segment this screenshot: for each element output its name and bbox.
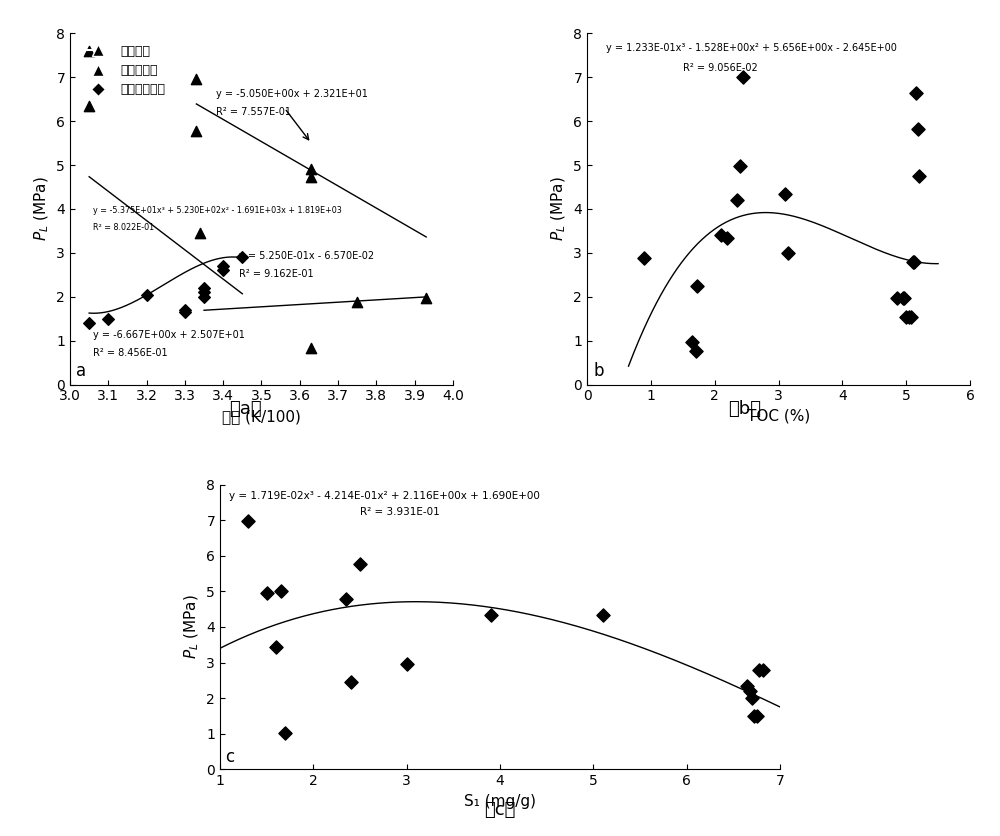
- Point: [777, 187, 793, 201]
- Legend: 松辽盆地, 渤海湾盆地, 鄂尔多斯盆地: 松辽盆地, 渤海湾盆地, 鄂尔多斯盆地: [80, 39, 170, 101]
- Point: [906, 255, 922, 268]
- Text: R² = 7.557E-01: R² = 7.557E-01: [216, 107, 291, 117]
- Point: [196, 281, 212, 294]
- Point: [889, 292, 905, 305]
- Text: R² = 9.056E-02: R² = 9.056E-02: [683, 63, 758, 73]
- Text: R² = 8.456E-01: R² = 8.456E-01: [93, 348, 168, 358]
- Point: [277, 726, 293, 739]
- Point: [749, 709, 765, 722]
- Point: [713, 229, 729, 242]
- Point: [303, 341, 319, 354]
- Point: [905, 255, 921, 268]
- Point: [689, 279, 705, 293]
- X-axis label: S₁ (mg/g): S₁ (mg/g): [464, 793, 536, 808]
- Text: R² = 3.931E-01: R² = 3.931E-01: [360, 507, 440, 517]
- Point: [901, 310, 917, 324]
- Point: [595, 608, 611, 621]
- Point: [343, 675, 359, 689]
- Text: R² = 9.162E-01: R² = 9.162E-01: [239, 269, 313, 279]
- X-axis label: TOC (%): TOC (%): [747, 409, 810, 424]
- Point: [240, 515, 256, 528]
- Text: y = 5.250E-01x - 6.570E-02: y = 5.250E-01x - 6.570E-02: [239, 252, 374, 262]
- Point: [895, 292, 911, 305]
- Point: [352, 557, 368, 570]
- Point: [729, 194, 745, 207]
- Point: [751, 664, 767, 677]
- Point: [911, 170, 927, 183]
- Point: [100, 312, 116, 325]
- Point: [744, 691, 760, 705]
- Point: [177, 305, 193, 319]
- Point: [303, 163, 319, 176]
- Text: y = 1.233E-01x³ - 1.528E+00x² + 5.656E+00x - 2.645E+00: y = 1.233E-01x³ - 1.528E+00x² + 5.656E+0…: [606, 43, 897, 53]
- Point: [742, 684, 758, 697]
- Point: [268, 640, 284, 654]
- Point: [746, 709, 762, 722]
- Point: [81, 316, 97, 329]
- Point: [81, 99, 97, 113]
- Point: [139, 288, 155, 301]
- Text: b: b: [593, 362, 604, 380]
- Point: [81, 44, 97, 58]
- Point: [903, 310, 919, 324]
- Point: [719, 231, 735, 244]
- Point: [688, 344, 704, 358]
- Point: [196, 286, 212, 299]
- Point: [732, 160, 748, 173]
- Point: [215, 264, 231, 278]
- Point: [735, 71, 751, 84]
- Point: [684, 335, 700, 349]
- Text: y = -6.667E+00x + 2.507E+01: y = -6.667E+00x + 2.507E+01: [93, 330, 245, 340]
- Point: [196, 290, 212, 303]
- Text: a: a: [76, 362, 86, 380]
- Text: R² = 8.022E-01: R² = 8.022E-01: [93, 223, 154, 232]
- Point: [303, 171, 319, 184]
- Text: y = -5.050E+00x + 2.321E+01: y = -5.050E+00x + 2.321E+01: [216, 89, 367, 99]
- Text: y = 1.719E-02x³ - 4.214E-01x² + 2.116E+00x + 1.690E+00: y = 1.719E-02x³ - 4.214E-01x² + 2.116E+0…: [229, 491, 540, 501]
- Point: [418, 292, 434, 305]
- Point: [910, 122, 926, 135]
- Point: [755, 664, 771, 677]
- Point: [780, 246, 796, 259]
- Text: y = -5.375E+01x³ + 5.230E+02x² - 1.691E+03x + 1.819E+03: y = -5.375E+01x³ + 5.230E+02x² - 1.691E+…: [93, 206, 342, 216]
- Point: [259, 586, 275, 599]
- Point: [898, 310, 914, 324]
- Y-axis label: $P_L$ (MPa): $P_L$ (MPa): [182, 594, 201, 660]
- Point: [739, 679, 755, 692]
- X-axis label: 温度 (K/100): 温度 (K/100): [222, 409, 301, 424]
- Point: [483, 608, 499, 621]
- Point: [234, 251, 250, 264]
- Y-axis label: $P_L$ (MPa): $P_L$ (MPa): [549, 176, 568, 242]
- Point: [215, 259, 231, 273]
- Point: [338, 593, 354, 606]
- Point: [399, 657, 415, 670]
- Point: [188, 72, 204, 85]
- Point: [188, 125, 204, 138]
- Text: c: c: [226, 748, 235, 766]
- Y-axis label: $P_L$ (MPa): $P_L$ (MPa): [32, 176, 51, 242]
- Point: [349, 296, 365, 309]
- Point: [177, 303, 193, 317]
- Text: （b）: （b）: [728, 400, 762, 418]
- Point: [896, 292, 912, 305]
- Point: [636, 252, 652, 265]
- Text: （c）: （c）: [484, 801, 516, 819]
- Text: （a）: （a）: [229, 400, 261, 418]
- Point: [273, 585, 289, 599]
- Point: [192, 227, 208, 240]
- Point: [908, 86, 924, 99]
